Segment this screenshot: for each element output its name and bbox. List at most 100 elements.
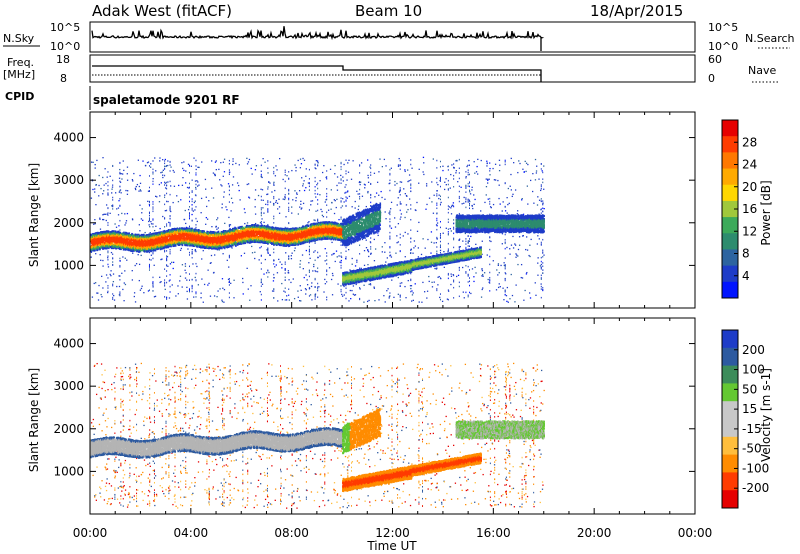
noise-point [290, 258, 293, 260]
data-point [95, 237, 98, 240]
noise-point [311, 282, 313, 284]
data-point [113, 244, 116, 247]
noise-point [131, 279, 134, 281]
streak-point [314, 250, 316, 252]
data-point [169, 243, 172, 246]
noise-point [437, 276, 439, 278]
streak-point [228, 163, 230, 165]
noise-point [396, 204, 398, 206]
data-point [163, 232, 165, 235]
data-point [138, 238, 141, 241]
data-point [96, 247, 99, 250]
streak-point [112, 293, 114, 295]
noise-point [275, 201, 277, 204]
noise-point [205, 223, 207, 225]
noise-point [251, 252, 254, 254]
streak-point [267, 200, 269, 202]
data-point [91, 243, 94, 246]
streak-point [359, 198, 361, 200]
data-point [159, 243, 161, 247]
freq-trace [92, 65, 542, 82]
streak-point [326, 170, 328, 172]
data-point [165, 231, 167, 235]
noise-point [240, 255, 243, 257]
streak-point [504, 267, 506, 270]
streak-point [169, 274, 171, 276]
streak-point [148, 217, 150, 219]
noise-point [185, 272, 187, 274]
streak-point [260, 199, 262, 201]
streak-point [314, 259, 316, 262]
noise-point [322, 215, 325, 218]
noise-point [330, 189, 332, 191]
noise-point [404, 170, 406, 173]
streak-point [112, 199, 114, 201]
streak-point [465, 177, 467, 179]
noise-point [526, 271, 528, 274]
data-point [109, 232, 111, 235]
noise-point [463, 297, 465, 299]
noise-point [331, 272, 334, 275]
noise-point [247, 161, 250, 163]
data-point [132, 237, 134, 240]
noise-point [103, 184, 105, 186]
noise-point [347, 162, 349, 164]
noise-point [346, 191, 349, 193]
data-point [166, 236, 169, 239]
streak-point [447, 211, 449, 214]
noise-point [168, 297, 171, 299]
noise-point [279, 157, 281, 160]
data-point [153, 235, 156, 239]
streak-point [359, 193, 361, 195]
data-point [133, 235, 136, 239]
noise-point [283, 290, 285, 292]
data-point [160, 235, 162, 238]
noise-point [94, 219, 96, 221]
noise-point [503, 264, 505, 267]
streak-point [308, 189, 310, 191]
noise-point [471, 189, 473, 191]
noise-point [539, 189, 542, 192]
noise-point [310, 200, 312, 202]
noise-point [543, 208, 545, 210]
noise-point [198, 184, 200, 186]
noise-point [278, 258, 280, 261]
cpid-panel: CPID spaletamode 9201 RF [5, 86, 240, 110]
noise-point [378, 299, 380, 301]
noise-point [473, 203, 475, 206]
streak-point [112, 205, 114, 208]
streak-point [410, 183, 412, 185]
streak-point [340, 264, 342, 267]
streak-point [540, 241, 542, 244]
streak-point [399, 159, 401, 162]
streak-point [188, 251, 190, 254]
streak-point [148, 219, 150, 222]
noise-point [334, 173, 336, 175]
streak-point [389, 224, 391, 227]
streak-point [540, 208, 542, 210]
streak-point [308, 242, 310, 244]
data-point [107, 233, 110, 236]
noise-point [397, 293, 399, 295]
noise-point [498, 272, 500, 274]
noise-point [269, 201, 272, 203]
noise-point [488, 178, 490, 180]
noise-point [254, 257, 256, 260]
streak-point [288, 208, 290, 211]
noise-point [264, 161, 266, 163]
streak-point [267, 160, 269, 162]
streak-point [169, 252, 171, 255]
noise-point [111, 186, 114, 188]
noise-point [407, 208, 409, 211]
noise-point [183, 161, 185, 163]
noise-point [228, 266, 230, 268]
streak-point [107, 192, 109, 194]
noise-point [517, 213, 519, 216]
noise-point [471, 268, 474, 270]
data-point [93, 239, 95, 242]
streak-point [370, 183, 372, 185]
streak-point [447, 218, 449, 221]
noise-point [132, 180, 134, 182]
noise-point [373, 172, 376, 174]
data-point [154, 247, 157, 251]
